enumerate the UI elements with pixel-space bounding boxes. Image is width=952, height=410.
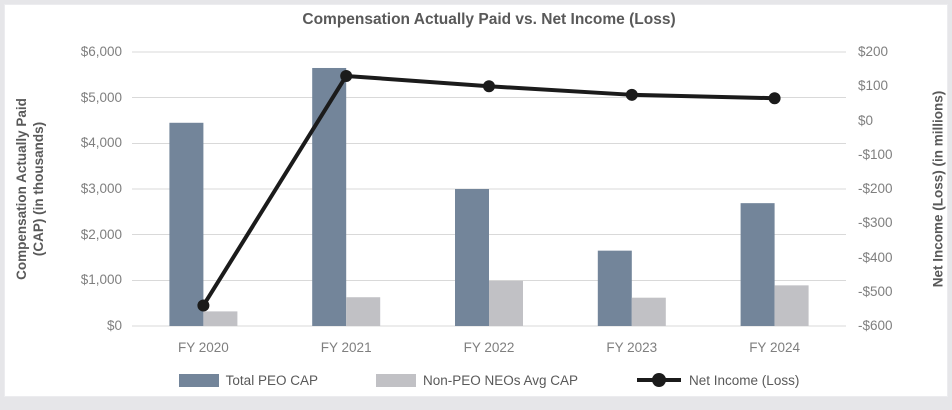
legend-swatch-non-peo-avg-cap [375,373,416,387]
bar-non-peo-avg-cap [774,285,809,326]
bar-total-peo-cap [740,203,775,326]
net-income-point [340,69,353,82]
category-label: FY 2021 [320,340,372,355]
legend-item-non-peo-avg-cap: Non-PEO NEOs Avg CAP [375,372,579,388]
left-tick-label: $5,000 [80,89,122,105]
category-label: FY 2023 [606,340,658,355]
chart-title: Compensation Actually Paid vs. Net Incom… [302,11,676,28]
left-tick-label: $0 [106,318,122,333]
category-label: FY 2022 [463,340,515,355]
right-tick-label: -$300 [858,215,893,231]
legend: Total PEO CAP Non-PEO NEOs Avg CAP Net I… [132,369,846,391]
right-tick-label: -$400 [858,249,893,265]
legend-label-non-peo-avg-cap: Non-PEO NEOs Avg CAP [422,372,579,388]
right-tick-label: -$100 [858,146,893,162]
bar-non-peo-avg-cap [631,297,666,326]
net-income-point [768,92,781,105]
net-income-point [625,88,638,101]
legend-swatch-total-peo-cap [178,373,219,387]
bar-total-peo-cap [312,67,347,326]
bar-total-peo-cap [597,250,632,326]
category-label: FY 2020 [177,340,229,355]
right-tick-label: -$500 [858,283,893,299]
category-label: FY 2024 [749,340,800,355]
right-tick-label: $100 [858,78,889,94]
right-tick-label: -$600 [858,318,893,333]
bar-non-peo-avg-cap [346,297,381,326]
legend-item-net-income: Net Income (Loss) [636,372,799,388]
right-tick-label: $200 [858,44,889,59]
legend-label-total-peo-cap: Total PEO CAP [225,372,318,388]
legend-label-net-income: Net Income (Loss) [689,372,800,388]
legend-item-total-peo-cap: Total PEO CAP [178,372,318,388]
bar-total-peo-cap [455,189,489,326]
left-tick-label: $3,000 [80,181,122,196]
left-tick-label: $1,000 [80,272,122,288]
right-tick-label: $0 [858,112,874,128]
bar-non-peo-avg-cap [203,311,238,326]
left-tick-label: $6,000 [80,44,122,59]
left-tick-label: $2,000 [80,226,122,242]
net-income-point [197,299,210,312]
right-tick-label: -$200 [858,181,893,196]
legend-line-marker [637,373,682,387]
bar-non-peo-avg-cap [489,280,523,326]
bar-total-peo-cap [169,122,204,327]
left-tick-label: $4,000 [80,135,122,151]
net-income-point [483,80,495,93]
